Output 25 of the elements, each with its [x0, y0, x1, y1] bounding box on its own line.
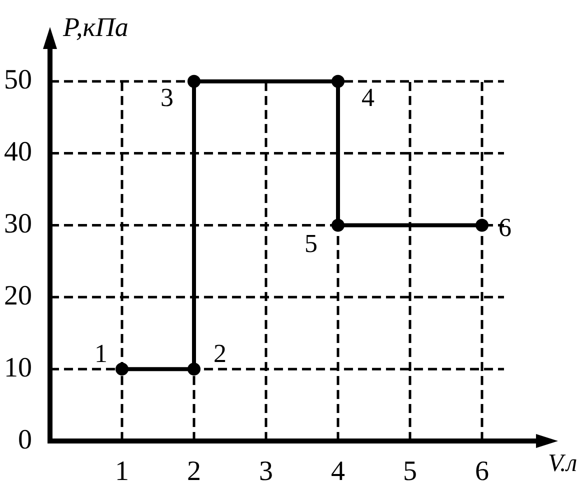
y-tick-label: 50 — [4, 64, 32, 96]
annotation: 4 — [362, 83, 374, 112]
y-tick-label: 10 — [4, 352, 32, 384]
point — [332, 218, 344, 232]
y-tick-label: 0 — [18, 424, 32, 456]
annotation: 5 — [304, 229, 318, 258]
point — [476, 218, 488, 232]
x-axis-title: V.л — [548, 450, 578, 477]
point — [188, 362, 200, 376]
x-tick-label: 3 — [259, 456, 273, 483]
y-tick-label: 20 — [4, 280, 32, 312]
x-tick-label: 5 — [403, 456, 417, 483]
x-tick-label: 2 — [187, 456, 201, 483]
annotation: 1 — [94, 338, 108, 368]
y-axis-title: P,кПа — [62, 12, 128, 42]
point — [332, 74, 344, 88]
y-tick-label: 40 — [4, 136, 32, 168]
x-tick-label: 4 — [331, 456, 345, 483]
y-tick-label: 30 — [4, 208, 32, 240]
annotation: 2 — [214, 338, 226, 368]
x-tick-label: 1 — [115, 456, 129, 483]
point — [188, 74, 200, 88]
annotation: 3 — [160, 83, 174, 112]
x-tick-label: 6 — [475, 456, 489, 483]
point — [116, 362, 128, 376]
